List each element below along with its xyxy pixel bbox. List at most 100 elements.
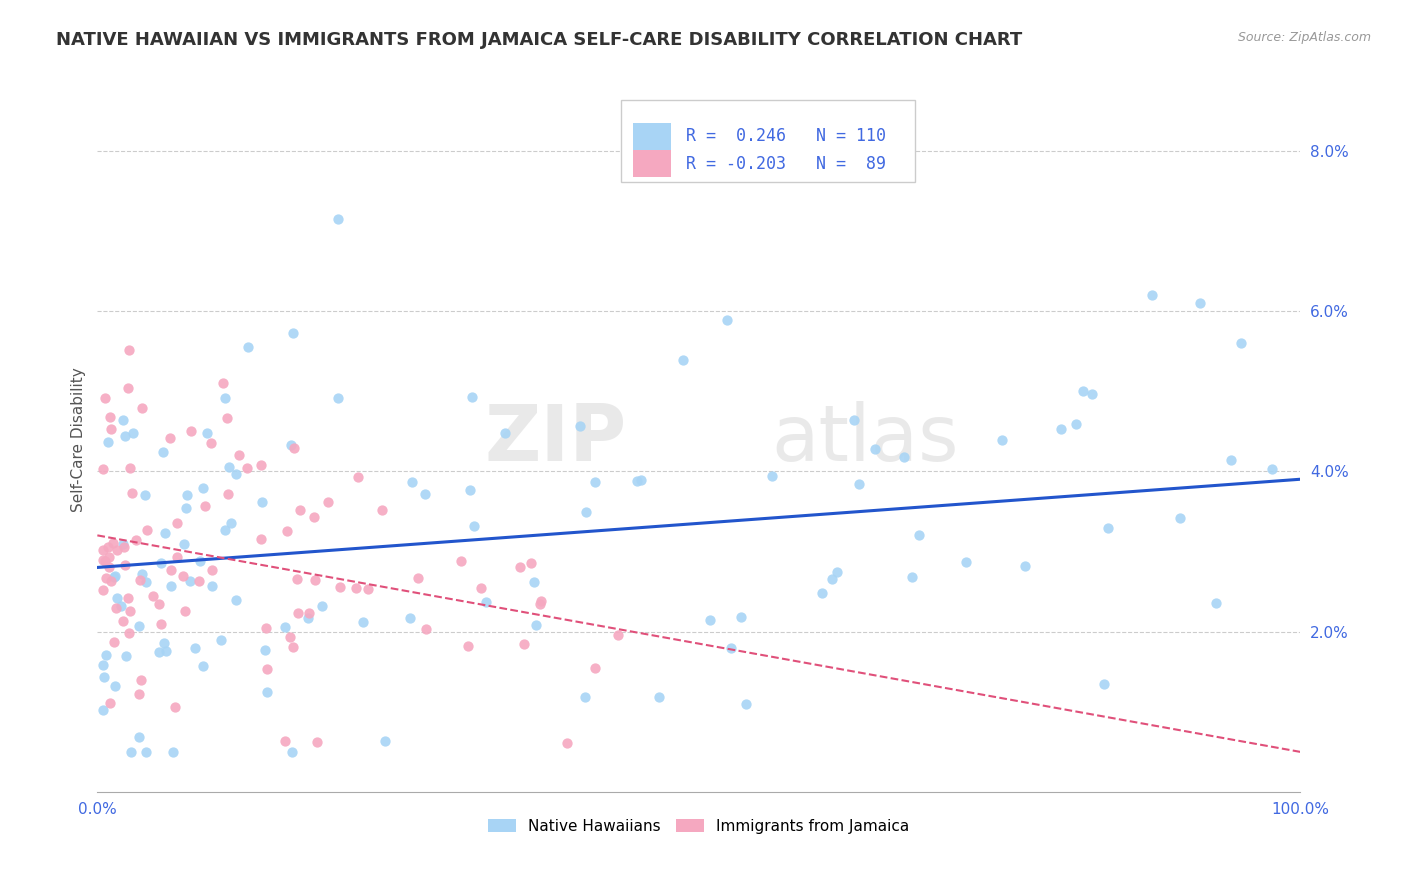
- Point: [1064, 417, 1087, 431]
- FancyBboxPatch shape: [633, 151, 671, 178]
- Text: atlas: atlas: [770, 401, 959, 477]
- Point: [160, 579, 183, 593]
- Point: [225, 467, 247, 482]
- Point: [374, 733, 396, 747]
- Point: [761, 469, 783, 483]
- Point: [328, 391, 350, 405]
- Point: [103, 634, 125, 648]
- Point: [201, 579, 224, 593]
- Point: [352, 615, 374, 629]
- Point: [214, 524, 236, 538]
- Point: [520, 557, 543, 571]
- Point: [128, 573, 150, 587]
- Point: [821, 572, 844, 586]
- Point: [307, 735, 329, 749]
- Point: [166, 549, 188, 564]
- Point: [135, 523, 157, 537]
- Point: [256, 662, 278, 676]
- Point: [458, 483, 481, 498]
- Point: [100, 422, 122, 436]
- Point: [524, 618, 547, 632]
- Point: [254, 643, 277, 657]
- Point: [209, 633, 232, 648]
- Point: [297, 610, 319, 624]
- Point: [184, 640, 207, 655]
- Point: [217, 411, 239, 425]
- Point: [569, 418, 592, 433]
- Point: [1050, 422, 1073, 436]
- Point: [606, 628, 628, 642]
- Point: [298, 606, 321, 620]
- Point: [1097, 521, 1119, 535]
- Point: [118, 625, 141, 640]
- Point: [276, 524, 298, 539]
- Point: [583, 661, 606, 675]
- Point: [135, 575, 157, 590]
- Point: [218, 460, 240, 475]
- Point: [100, 574, 122, 589]
- Point: [347, 470, 370, 484]
- Point: [131, 401, 153, 415]
- Point: [316, 495, 339, 509]
- Point: [470, 582, 492, 596]
- Point: [463, 519, 485, 533]
- Point: [555, 736, 578, 750]
- Point: [148, 645, 170, 659]
- Point: [131, 567, 153, 582]
- Point: [163, 699, 186, 714]
- Y-axis label: Self-Care Disability: Self-Care Disability: [72, 367, 86, 511]
- Point: [104, 569, 127, 583]
- Point: [97, 434, 120, 449]
- Point: [162, 745, 184, 759]
- Point: [408, 572, 430, 586]
- Point: [118, 604, 141, 618]
- Point: [93, 703, 115, 717]
- Point: [235, 461, 257, 475]
- Point: [228, 448, 250, 462]
- Point: [129, 673, 152, 687]
- Point: [150, 556, 173, 570]
- Point: [1261, 462, 1284, 476]
- Point: [672, 352, 695, 367]
- Point: [94, 391, 117, 405]
- Point: [110, 599, 132, 614]
- Point: [357, 582, 380, 596]
- Point: [191, 481, 214, 495]
- Point: [180, 424, 202, 438]
- Point: [101, 536, 124, 550]
- Point: [1014, 558, 1036, 573]
- Point: [893, 450, 915, 465]
- Point: [699, 613, 721, 627]
- Point: [93, 657, 115, 672]
- Point: [104, 601, 127, 615]
- Point: [188, 554, 211, 568]
- Point: [93, 543, 115, 558]
- Point: [281, 326, 304, 340]
- Point: [720, 640, 742, 655]
- Point: [197, 426, 219, 441]
- Point: [415, 622, 437, 636]
- Point: [825, 566, 848, 580]
- Point: [94, 570, 117, 584]
- Point: [135, 745, 157, 759]
- Point: [991, 434, 1014, 448]
- Point: [329, 580, 352, 594]
- Point: [1219, 452, 1241, 467]
- Text: NATIVE HAWAIIAN VS IMMIGRANTS FROM JAMAICA SELF-CARE DISABILITY CORRELATION CHAR: NATIVE HAWAIIAN VS IMMIGRANTS FROM JAMAI…: [56, 31, 1022, 49]
- Point: [730, 610, 752, 624]
- Point: [105, 591, 128, 605]
- Point: [97, 550, 120, 565]
- Point: [174, 501, 197, 516]
- Point: [311, 599, 333, 613]
- Point: [1140, 288, 1163, 302]
- Point: [529, 597, 551, 611]
- Point: [155, 526, 177, 541]
- Point: [461, 390, 484, 404]
- Point: [153, 636, 176, 650]
- Point: [152, 445, 174, 459]
- Point: [401, 475, 423, 489]
- Point: [1168, 510, 1191, 524]
- FancyBboxPatch shape: [633, 123, 671, 150]
- Point: [274, 620, 297, 634]
- Point: [173, 604, 195, 618]
